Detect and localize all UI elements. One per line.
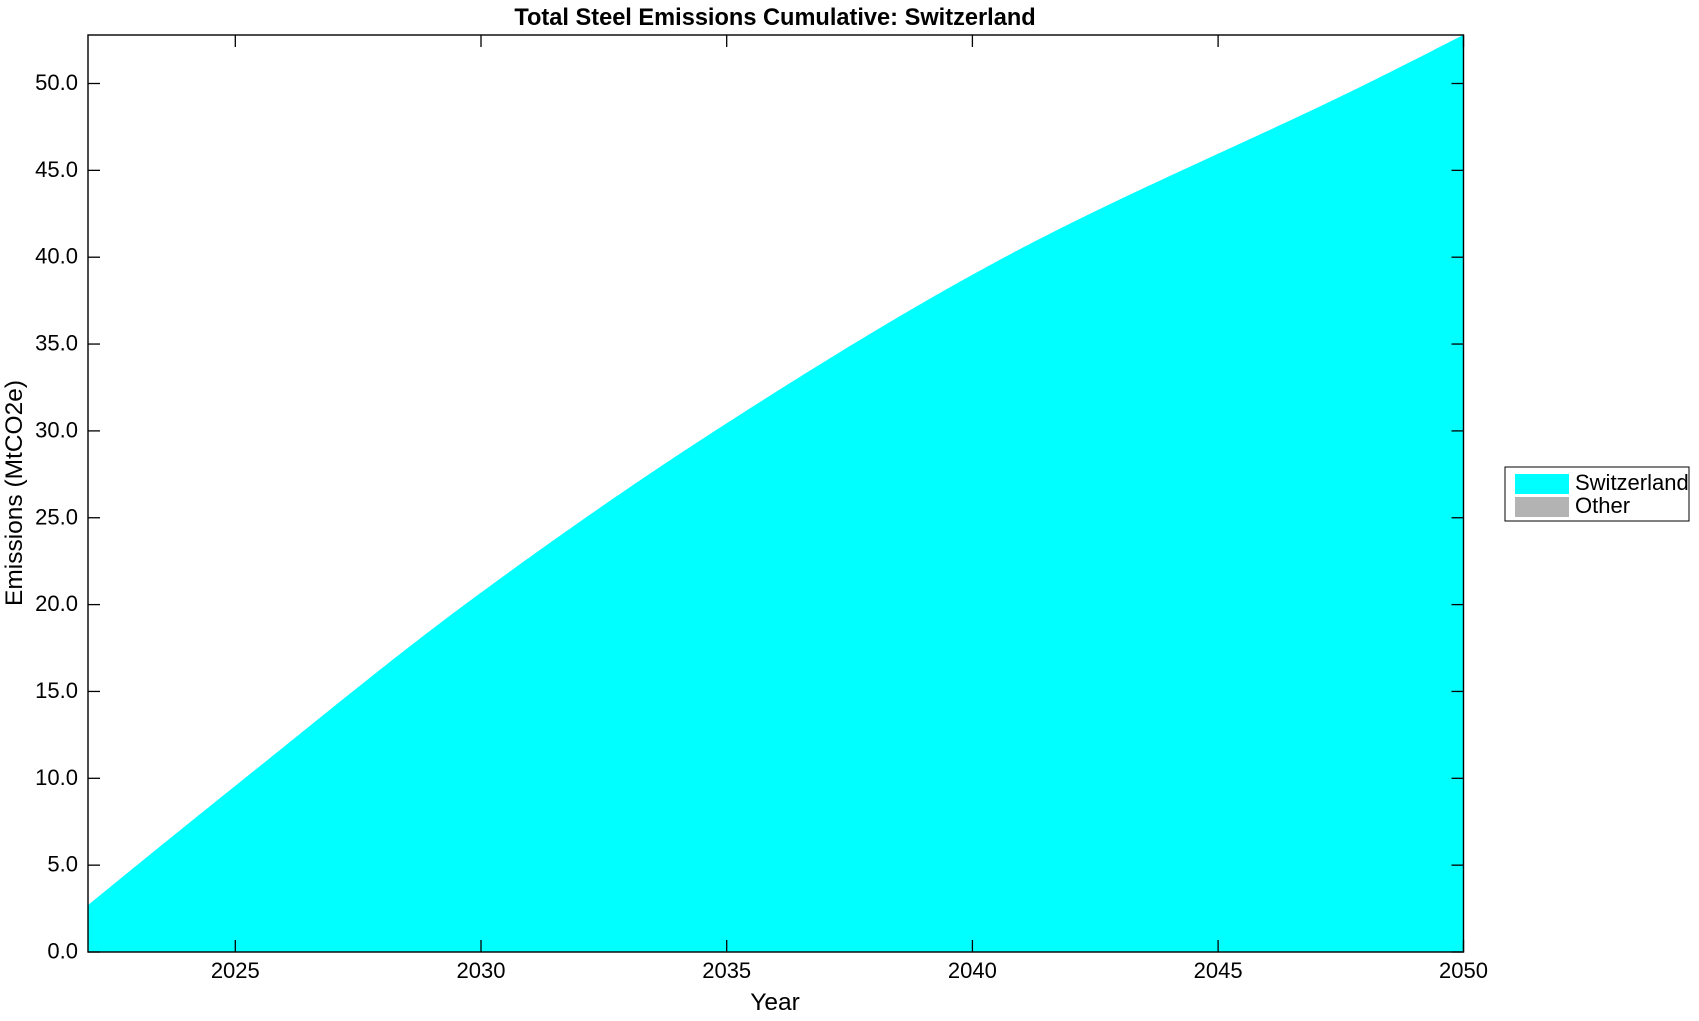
- svg-text:2025: 2025: [211, 958, 260, 983]
- svg-text:Year: Year: [750, 989, 800, 1016]
- svg-text:15.0: 15.0: [35, 678, 78, 703]
- svg-text:10.0: 10.0: [35, 765, 78, 790]
- svg-text:2050: 2050: [1439, 958, 1488, 983]
- svg-text:Emissions (MtCO2e): Emissions (MtCO2e): [1, 380, 28, 606]
- svg-text:2035: 2035: [702, 958, 751, 983]
- svg-text:20.0: 20.0: [35, 591, 78, 616]
- svg-text:0.0: 0.0: [47, 939, 78, 964]
- svg-text:45.0: 45.0: [35, 157, 78, 182]
- svg-text:2040: 2040: [948, 958, 997, 983]
- svg-text:25.0: 25.0: [35, 504, 78, 529]
- svg-text:35.0: 35.0: [35, 331, 78, 356]
- svg-text:50.0: 50.0: [35, 70, 78, 95]
- svg-text:Other: Other: [1575, 493, 1630, 518]
- svg-text:2045: 2045: [1194, 958, 1243, 983]
- svg-text:40.0: 40.0: [35, 244, 78, 269]
- svg-text:5.0: 5.0: [47, 852, 78, 877]
- svg-text:Switzerland: Switzerland: [1575, 470, 1689, 495]
- svg-text:2030: 2030: [457, 958, 506, 983]
- svg-text:30.0: 30.0: [35, 417, 78, 442]
- svg-text:Total Steel Emissions Cumulati: Total Steel Emissions Cumulative: Switze…: [514, 5, 1035, 31]
